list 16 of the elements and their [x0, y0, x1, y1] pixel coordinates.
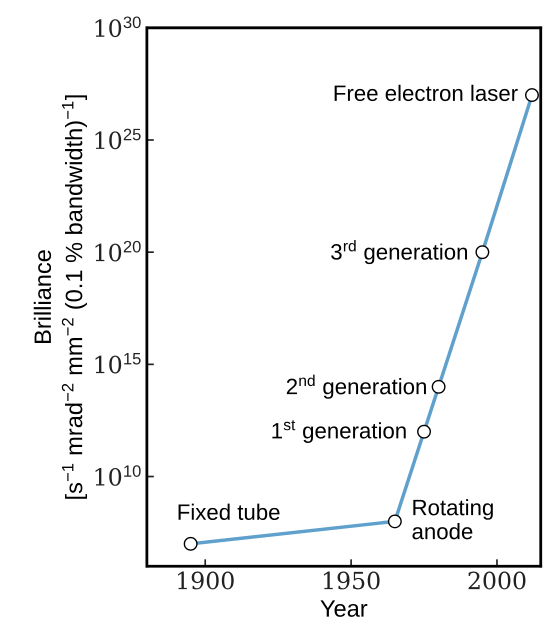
annotation: 1$^{st}$ generation	[272, 420, 406, 443]
x-tick-label: 1950	[324, 572, 380, 590]
annotation: Rotating anode	[412, 499, 493, 540]
y-tick-label: 10$^{20}$	[96, 240, 141, 262]
annotation: Free electron laser	[334, 84, 518, 102]
x-tick-label: 2000	[468, 572, 526, 590]
y-tick-label: 10$^{15}$	[96, 353, 141, 374]
x-tick-label: 1900	[178, 572, 234, 590]
y-tick-label: 10$^{25}$	[96, 128, 141, 150]
annotation: 2$^{nd}$ generation	[286, 374, 426, 399]
y-tick-label: 10$^{30}$	[96, 16, 141, 38]
y-tick-label: 10$^{10}$	[96, 465, 141, 486]
text: Brilliance [s$^{−1}$ mrad$^{−2}$ mm$^{−2}$ (0.1 % bandwidth)$^{−1}$]	[34, 95, 88, 499]
annotation: Fixed tube	[178, 504, 280, 520]
annotation: 3$^{rd}$ generation	[331, 240, 468, 264]
x-axis-title: Year	[320, 600, 368, 617]
